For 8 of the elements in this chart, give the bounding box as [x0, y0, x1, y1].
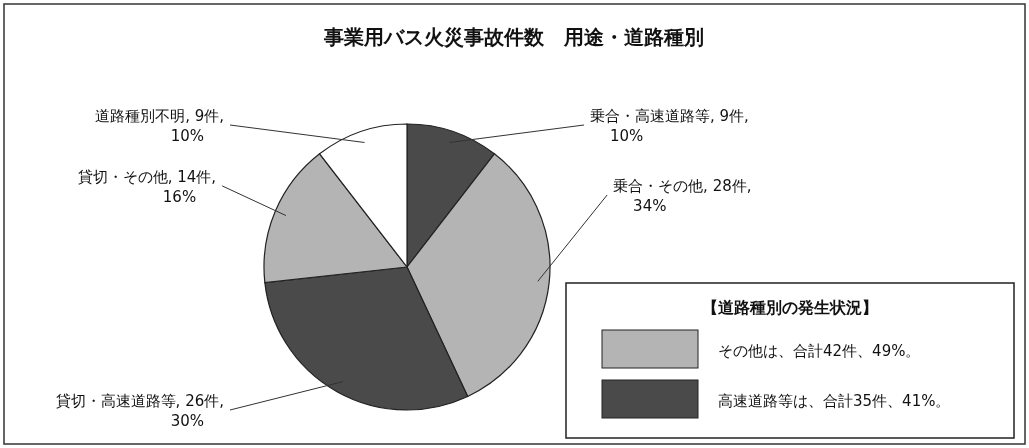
chart-title: 事業用バス火災事故件数 用途・道路種別 — [323, 25, 704, 49]
slice-label: 道路種別不明, 9件, 10% — [95, 107, 224, 145]
slice-label: 乗合・高速道路等, 9件, 10% — [590, 107, 749, 145]
slice-label: 貸切・その他, 14件, 16% — [77, 167, 217, 206]
legend: 【道路種別の発生状況】 その他は、合計42件、49%。 高速道路等は、合計35件、41%。 — [565, 282, 1015, 439]
legend-title: 【道路種別の発生状況】 — [702, 298, 878, 317]
slice-label: 乗合・その他, 28件, 34% — [613, 177, 752, 215]
slice-label: 貸切・高速道路等, 26件, 30% — [55, 392, 224, 430]
